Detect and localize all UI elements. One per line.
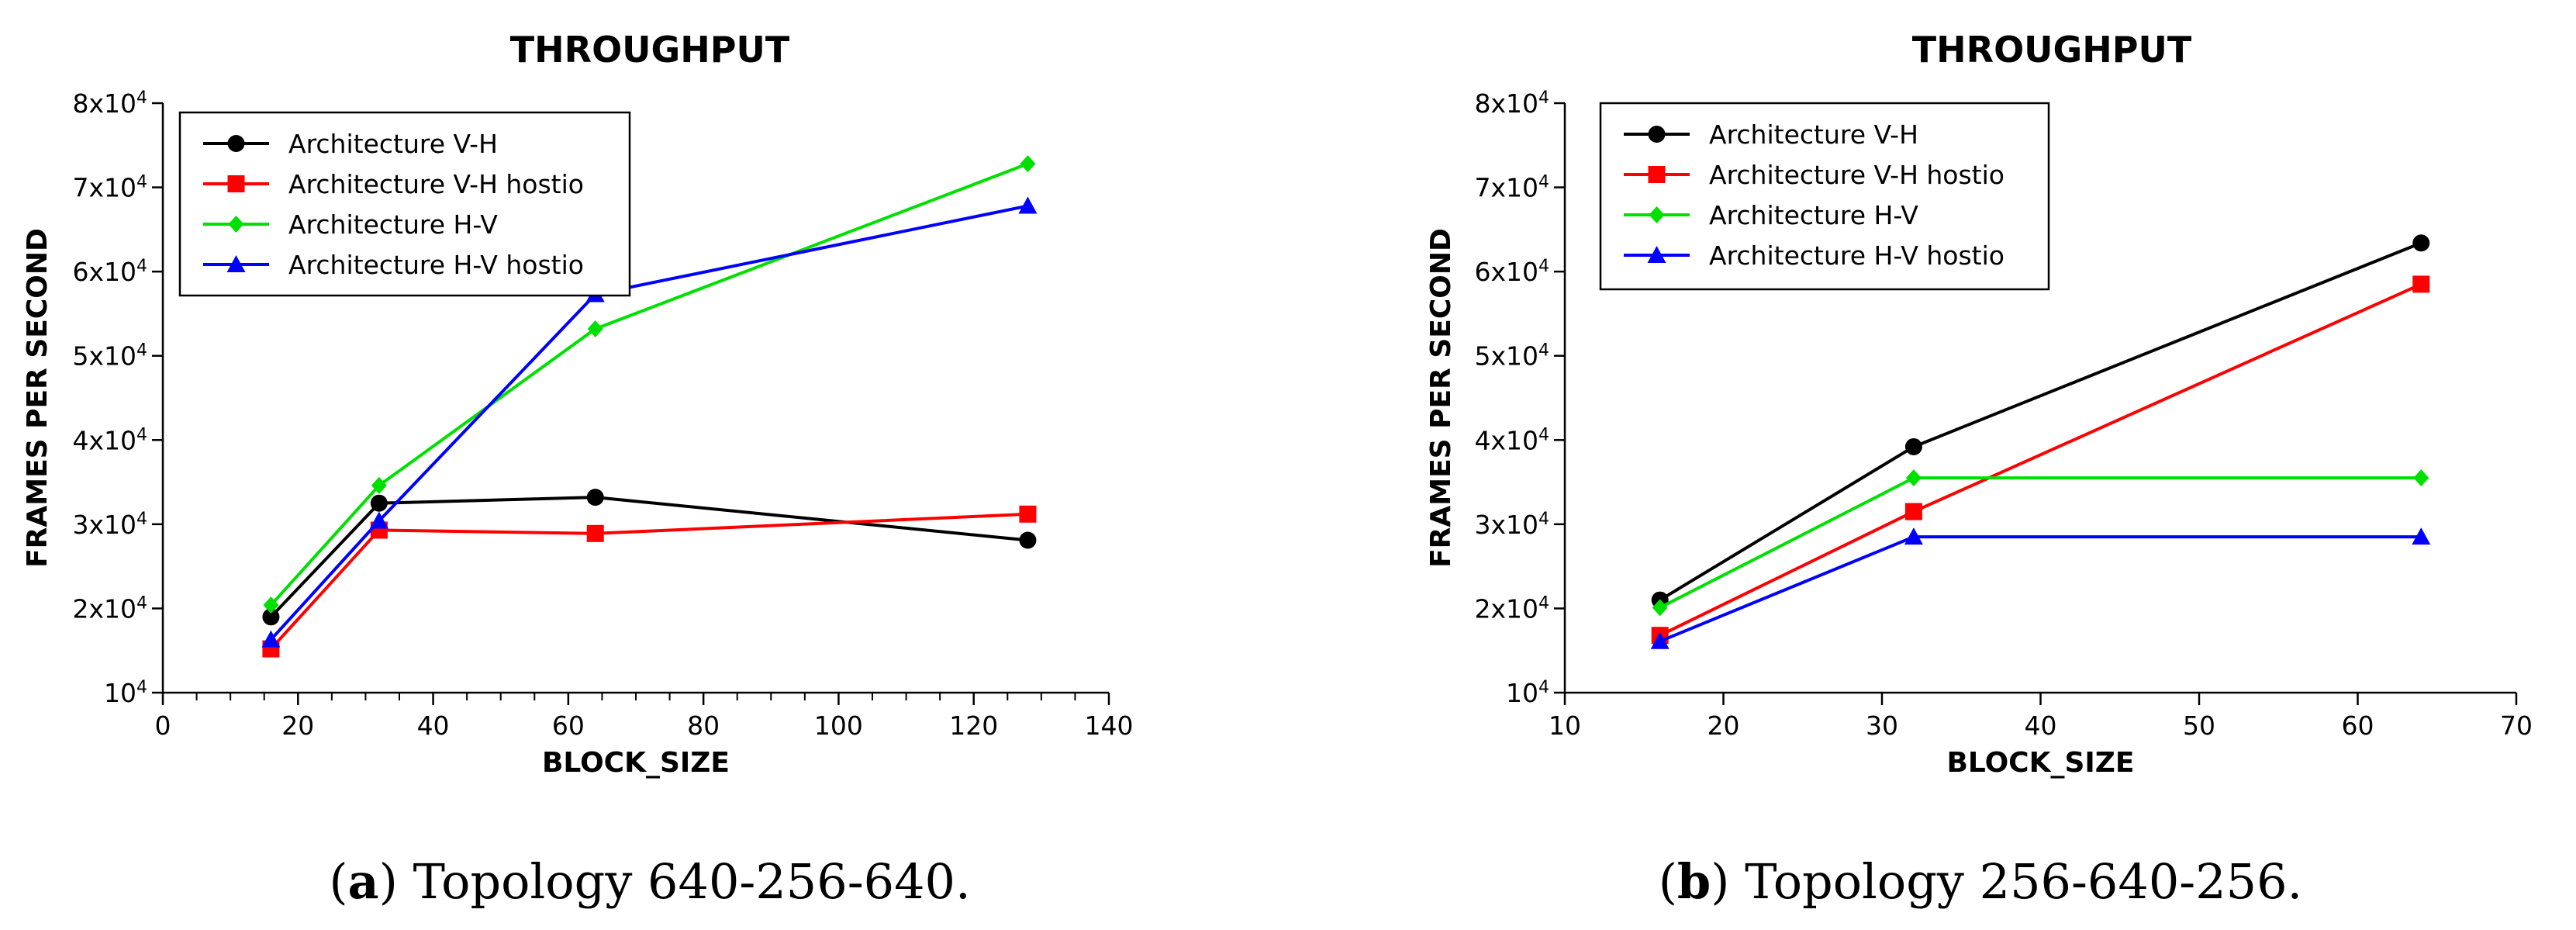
series-line — [1659, 282, 2422, 637]
data-point — [1650, 631, 1670, 649]
series-3 — [1652, 469, 2429, 617]
legend-marker — [227, 175, 245, 192]
data-point — [262, 608, 280, 626]
legend-entry-label: Architecture H-V hostio — [288, 250, 584, 280]
data-point — [1905, 469, 1922, 487]
x-tick-label: 60 — [552, 710, 585, 741]
data-point — [2413, 469, 2429, 487]
chart-b: THROUGHPUT 10 20 30 40 50 60 70 104 2x104 3x104 4x1… — [1425, 29, 2533, 910]
data-point — [369, 511, 388, 529]
y-tick-label: 104 — [104, 678, 147, 709]
y-tick-label: 104 — [1506, 678, 1549, 709]
y-tick-label: 4x104 — [72, 425, 147, 456]
legend-marker — [228, 216, 244, 233]
legend-entry-label: Architecture V-H — [288, 129, 498, 159]
caption: (a) Topology 640-256-640. — [329, 853, 970, 910]
series-line — [269, 512, 1028, 650]
legend-entry-label: Architecture V-H hostio — [288, 169, 584, 199]
legend-entry-label: Architecture H-V — [1709, 200, 1918, 230]
y-tick-label: 2x104 — [1474, 593, 1549, 624]
y-tick-label: 4x104 — [1474, 425, 1549, 456]
legend-entry-label: Architecture V-H — [1709, 119, 1918, 150]
y-axis-label: FRAMES PER SECOND — [22, 228, 54, 568]
data-point — [1904, 503, 1922, 520]
y-tick-label: 2x104 — [72, 593, 147, 624]
y-tick-label: 8x104 — [72, 88, 147, 119]
x-tick-label: 40 — [2025, 710, 2057, 741]
y-tick-label: 6x104 — [72, 257, 147, 288]
y-axis-label: FRAMES PER SECOND — [1425, 228, 1457, 568]
series-4 — [1650, 527, 2431, 649]
chart-title: THROUGHPUT — [510, 29, 790, 71]
x-axis-label: BLOCK_SIZE — [542, 747, 730, 779]
legend-entry-label: Architecture V-H hostio — [1709, 160, 2005, 190]
x-tick-label: 140 — [1085, 710, 1134, 741]
legend-marker — [1648, 166, 1666, 183]
data-point — [1652, 599, 1668, 617]
legend-marker — [226, 255, 246, 272]
y-tick-label: 3x104 — [1474, 509, 1549, 540]
series-line — [1659, 241, 2422, 602]
x-tick-label: 10 — [1549, 710, 1581, 741]
legend-marker — [1649, 206, 1665, 223]
x-tick-label: 50 — [2183, 710, 2215, 741]
caption: (b) Topology 256-640-256. — [1659, 853, 2303, 910]
data-point — [586, 524, 604, 542]
y-tick-label: 8x104 — [1474, 88, 1549, 119]
y-tick-label: 6x104 — [1474, 257, 1549, 288]
data-point — [1904, 527, 1923, 545]
x-tick-label: 0 — [155, 710, 171, 741]
data-point — [371, 476, 387, 494]
series-line — [269, 204, 1028, 641]
x-tick-label: 40 — [417, 710, 450, 741]
data-point — [2412, 275, 2430, 293]
y-tick-label: 5x104 — [1474, 341, 1549, 372]
y-tick-label: 5x104 — [72, 341, 147, 372]
x-tick-label: 20 — [1708, 710, 1740, 741]
x-tick-label: 80 — [687, 710, 720, 741]
legend: Architecture V-H Architecture V-H hostio A… — [1599, 102, 2050, 291]
x-tick-label: 20 — [281, 710, 314, 741]
data-point — [586, 489, 604, 506]
data-point — [1904, 437, 1922, 455]
x-axis-label: BLOCK_SIZE — [1946, 747, 2134, 779]
x-tick-label: 100 — [814, 710, 863, 741]
legend: Architecture V-H Architecture V-H hostio A… — [178, 111, 631, 297]
data-point — [1019, 505, 1037, 523]
data-point — [370, 494, 388, 512]
legend-marker — [1648, 126, 1666, 143]
legend-marker — [1647, 246, 1666, 263]
x-tick-label: 30 — [1866, 710, 1898, 741]
x-tick-label: 120 — [949, 710, 998, 741]
chart-title: THROUGHPUT — [1912, 29, 2192, 71]
series-line — [1659, 535, 2422, 643]
x-tick-label: 60 — [2342, 710, 2374, 741]
y-tick-label: 3x104 — [72, 509, 147, 540]
data-point — [261, 630, 281, 648]
data-point — [1020, 155, 1036, 173]
data-point — [1018, 196, 1038, 214]
legend-marker — [227, 135, 245, 152]
data-point — [587, 320, 603, 337]
legend-entry-label: Architecture H-V — [288, 209, 498, 240]
x-tick-label: 70 — [2500, 710, 2533, 741]
data-point — [263, 596, 279, 614]
series-2 — [1651, 275, 2430, 645]
series-1 — [262, 489, 1037, 626]
data-point — [1019, 531, 1037, 549]
data-point — [2412, 527, 2431, 545]
data-point — [2412, 234, 2430, 252]
chart-a: THROUGHPUT 0 20 40 60 80 100 120 140 104 2x104 3x10… — [22, 29, 1134, 910]
y-tick-label: 7x104 — [1474, 172, 1549, 202]
series-line — [269, 496, 1028, 618]
y-tick-label: 7x104 — [72, 172, 147, 202]
series-line — [1659, 476, 2422, 610]
legend-entry-label: Architecture H-V hostio — [1709, 240, 2005, 271]
